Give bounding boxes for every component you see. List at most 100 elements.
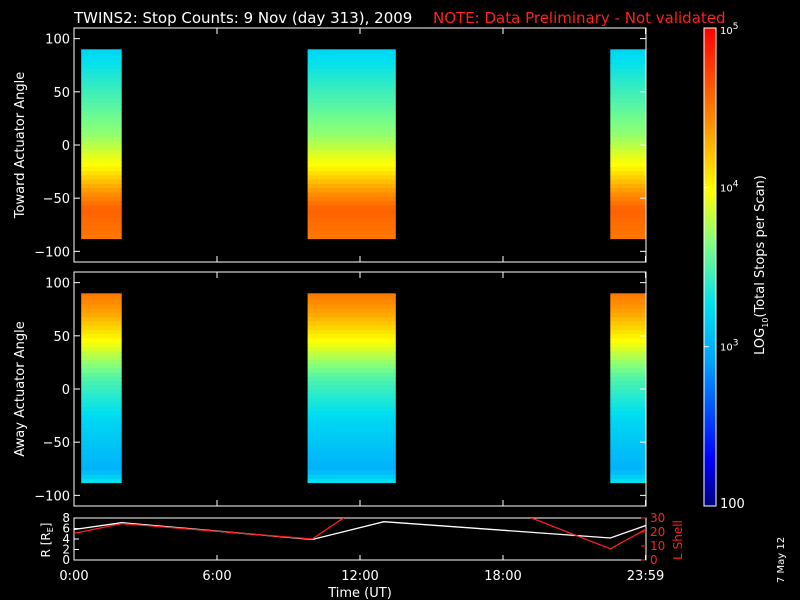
heatmap-cell	[307, 196, 396, 201]
heatmap-cell	[81, 308, 122, 313]
colorbar: 105 104 103 100 LOG10(Total Stops per Scan…	[703, 22, 770, 512]
heatmap-cell	[307, 102, 396, 108]
heatmap-cell	[610, 333, 647, 339]
heatmap-cell	[81, 51, 122, 57]
heatmap-cell	[81, 435, 122, 441]
heatmap-cell	[610, 153, 647, 159]
heatmap-cell	[610, 85, 647, 91]
heatmap-cell	[610, 474, 647, 479]
heatmap-cell	[81, 221, 122, 227]
heatmap-cell	[81, 474, 122, 479]
heatmap-cell	[610, 316, 647, 322]
heatmap-cell	[307, 337, 396, 343]
heatmap-cell	[307, 183, 396, 189]
heatmap-cell	[610, 393, 647, 399]
away-ticks: −100 −50 0 50 100	[34, 272, 647, 506]
heatmap-cell	[307, 115, 396, 120]
heatmap-cell	[610, 423, 647, 428]
heatmap-cell	[307, 427, 396, 433]
heatmap-cell	[307, 380, 396, 386]
heatmap-cell	[610, 128, 647, 133]
heatmap-cell	[307, 106, 396, 112]
heatmap-cell	[307, 51, 396, 57]
heatmap-cell	[81, 293, 122, 296]
ytick-label: 0	[62, 139, 70, 154]
heatmap-cell	[610, 179, 647, 184]
heatmap-cell	[307, 230, 396, 235]
heatmap-cell	[81, 179, 122, 184]
orbit-frame	[73, 517, 647, 561]
ytick-label: −100	[34, 489, 70, 504]
heatmap-cell	[610, 372, 647, 377]
ytick-label: −50	[43, 192, 70, 207]
heatmap-cell	[610, 461, 647, 467]
heatmap-cell	[307, 225, 396, 231]
heatmap-cell	[610, 51, 647, 57]
heatmap-cell	[610, 401, 647, 407]
heatmap-cell	[307, 401, 396, 407]
heatmap-cell	[307, 457, 396, 462]
heatmap-cell	[610, 111, 647, 116]
heatmap-cell	[81, 234, 122, 240]
heatmap-cell	[610, 376, 647, 381]
away-panel: −100 −50 0 50 100 Away Actuator Angle	[13, 271, 647, 507]
heatmap-cell	[610, 465, 647, 471]
heatmap-cell	[610, 174, 647, 180]
heatmap-cell	[610, 427, 647, 433]
heatmap-cell	[307, 98, 396, 103]
ytick-label: 100	[45, 33, 70, 48]
heatmap-cell	[81, 119, 122, 125]
heatmap-cell	[81, 132, 122, 137]
heatmap-cell	[307, 359, 396, 364]
colorbar-min-label: 100	[720, 497, 745, 512]
heatmap-cell	[81, 367, 122, 373]
heatmap-cell	[307, 303, 396, 309]
heatmap-cell	[81, 187, 122, 193]
heatmap-cell	[307, 465, 396, 471]
heatmap-cell	[307, 174, 396, 180]
heatmap-cell	[81, 59, 122, 65]
ytick-label: 4	[62, 532, 70, 546]
heatmap-cell	[81, 452, 122, 458]
heatmap-cell	[81, 136, 122, 142]
heatmap-cell	[610, 187, 647, 193]
heatmap-cell	[307, 204, 396, 210]
heatmap-cell	[307, 234, 396, 240]
heatmap-cell	[81, 204, 122, 210]
heatmap-cell	[610, 435, 647, 441]
heatmap-cell	[81, 350, 122, 356]
heatmap-cell	[610, 350, 647, 356]
time-xlabel: Time (UT)	[327, 586, 392, 600]
heatmap-cell	[81, 389, 122, 394]
toward-ticks: −100 −50 0 50 100	[34, 28, 647, 262]
heatmap-cell	[307, 221, 396, 227]
heatmap-cell	[307, 72, 396, 78]
heatmap-cell	[610, 213, 647, 218]
heatmap-cell	[610, 355, 647, 360]
heatmap-cell	[610, 230, 647, 235]
heatmap-cell	[610, 295, 647, 301]
heatmap-cell	[81, 333, 122, 339]
heatmap-cell	[610, 359, 647, 364]
colorbar-tick-label: 104	[720, 179, 739, 194]
heatmap-cell	[610, 76, 647, 82]
heatmap-cell	[81, 93, 122, 99]
heatmap-cell	[307, 406, 396, 411]
heatmap-cell	[81, 183, 122, 189]
heatmap-cell	[81, 465, 122, 471]
heatmap-cell	[307, 444, 396, 450]
heatmap-cell	[81, 384, 122, 390]
heatmap-cell	[81, 115, 122, 120]
heatmap-cell	[610, 55, 647, 61]
heatmap-cell	[81, 478, 122, 484]
ytick-label: 8	[62, 511, 70, 525]
heatmap-cell	[81, 81, 122, 86]
heatmap-cell	[307, 68, 396, 74]
heatmap-cell	[81, 217, 122, 223]
heatmap-cell	[307, 166, 396, 172]
heatmap-cell	[610, 325, 647, 330]
heatmap-cell	[307, 93, 396, 99]
heatmap-cell	[610, 72, 647, 78]
ytick-label: 50	[53, 330, 70, 345]
